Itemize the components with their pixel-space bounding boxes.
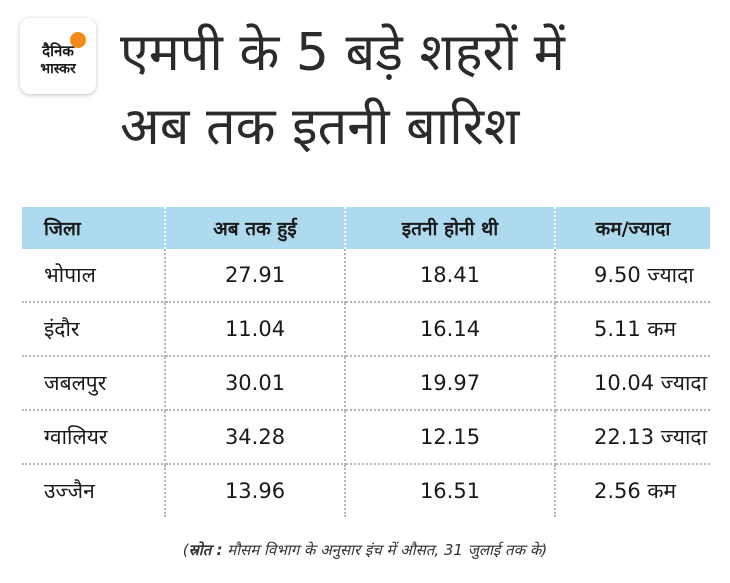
title-line-2: अब तक इतनी बारिश [120, 97, 520, 157]
header-rain-expected: इतनी होनी थी [345, 207, 556, 249]
header-rain-so-far: अब तक हुई [165, 207, 346, 249]
page-title: एमपी के 5 बड़े शहरों में अब तक इतनी बारि… [120, 16, 720, 164]
rainfall-table: जिला अब तक हुई इतनी होनी थी कम/ज्यादा भो… [22, 207, 710, 517]
table-row: इंदौर 11.04 16.14 5.11 कम [22, 302, 710, 357]
source-text: मौसम विभाग के अनुसार इंच में औसत, 31 जुल… [222, 541, 548, 559]
table-header-row: जिला अब तक हुई इतनी होनी थी कम/ज्यादा [22, 207, 710, 249]
header-district: जिला [22, 207, 166, 249]
logo-line-2: भास्कर [40, 61, 76, 77]
cell-rain-so-far: 30.01 [165, 356, 346, 411]
cell-district: ग्वालियर [22, 410, 166, 465]
cell-difference: 9.50 ज्यादा [555, 249, 710, 303]
cell-difference: 2.56 कम [594, 479, 677, 503]
cell-rain-expected: 19.97 [345, 356, 556, 411]
cell-rain-so-far: 13.96 [165, 464, 346, 517]
table-row: उज्जैन 13.96 16.51 2.56 कम [22, 464, 710, 517]
cell-rain-expected: 16.14 [345, 302, 556, 357]
cell-district: जबलपुर [22, 356, 166, 411]
source-open-paren: ( [182, 541, 189, 559]
cell-rain-expected: 18.41 [345, 249, 556, 303]
brand-logo: दैनिक भास्कर [20, 18, 96, 94]
cell-rain-so-far: 34.28 [165, 410, 346, 465]
cell-difference: 22.13 ज्यादा [555, 410, 710, 465]
cell-district: उज्जैन [22, 464, 166, 517]
logo-line-1: दैनिक [42, 42, 74, 60]
cell-district: इंदौर [22, 302, 166, 357]
header-difference: कम/ज्यादा [555, 207, 710, 249]
title-line-1: एमपी के 5 बड़े शहरों में [120, 23, 565, 83]
sun-icon [70, 32, 86, 48]
table-row: जबलपुर 30.01 19.97 10.04 ज्यादा [22, 356, 710, 411]
cell-rain-so-far: 27.91 [165, 249, 346, 303]
table-row: ग्वालियर 34.28 12.15 22.13 ज्यादा [22, 410, 710, 465]
source-note: (स्रोत : मौसम विभाग के अनुसार इंच में औस… [0, 540, 730, 560]
source-label: स्रोत : [188, 541, 223, 559]
cell-rain-expected: 16.51 [345, 464, 556, 517]
cell-district: भोपाल [22, 249, 166, 303]
cell-rain-so-far: 11.04 [165, 302, 346, 357]
cell-rain-expected: 12.15 [345, 410, 556, 465]
cell-difference: 5.11 कम [555, 302, 710, 357]
table-row: भोपाल 27.91 18.41 9.50 ज्यादा [22, 249, 710, 303]
cell-difference: 10.04 ज्यादा [555, 356, 710, 411]
